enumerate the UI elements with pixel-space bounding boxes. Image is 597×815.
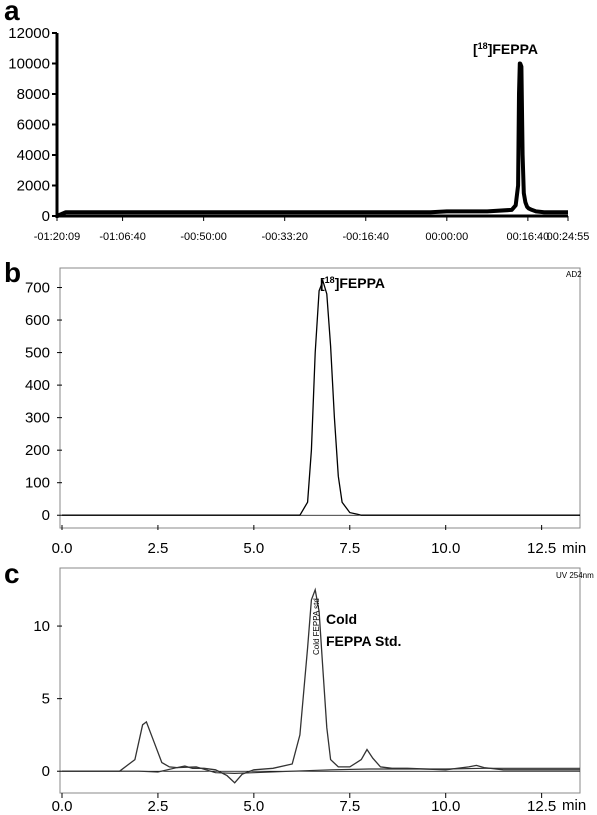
a-y-tick-label: 10000: [8, 56, 50, 73]
b-x-tick-label: 10.0: [431, 540, 460, 557]
a-peak-label-sup: 18: [478, 41, 488, 51]
a-peak-label: [18]FEPPA: [473, 41, 538, 57]
a-y-tick-label: 12000: [8, 25, 50, 42]
a-x-tick-label: -00:33:20: [261, 231, 307, 243]
b-x-unit: min: [562, 540, 586, 557]
c-x-tick-label: 10.0: [431, 798, 460, 815]
b-y-tick-label: 600: [25, 312, 50, 329]
a-x-tick-label: -00:16:40: [343, 231, 389, 243]
b-x-tick-label: 0.0: [52, 540, 73, 557]
b-y-tick-label: 100: [25, 475, 50, 492]
c-peak-label-line2: FEPPA Std.: [326, 633, 401, 649]
b-x-tick-label: 12.5: [527, 540, 556, 557]
a-x-tick-label: 00:24:55: [547, 231, 590, 243]
c-x-unit: min: [562, 797, 586, 814]
a-y-tick-label: 0: [42, 208, 50, 225]
c-y-tick-label: 10: [33, 618, 50, 635]
a-series-line: [56, 61, 568, 218]
c-series-line-1: [62, 587, 580, 784]
a-y-tick-label: 4000: [17, 147, 50, 164]
c-series-line-2: [62, 766, 580, 775]
panel-a-label: a: [4, 0, 20, 26]
b-y-tick-label: 200: [25, 442, 50, 459]
b-y-tick-label: 500: [25, 345, 50, 362]
c-frame: [59, 567, 581, 794]
c-corner-label: UV 254nm: [556, 571, 594, 580]
b-y-tick-label: 400: [25, 377, 50, 394]
a-x-tick-label: -01:20:09: [34, 231, 80, 243]
b-y-tick-label: 0: [42, 507, 50, 524]
b-peak-label-main: FEPPA: [339, 275, 385, 291]
panel-b: 0 100 200 300 400 500 600 700 0.0 2.5 5.0 7.5 10.0 1…: [25, 267, 586, 557]
a-y-tick-label: 6000: [17, 117, 50, 134]
a-y-tick-label: 8000: [17, 86, 50, 103]
b-peak-label-sup: 18: [325, 275, 335, 285]
b-x-tick-label: 2.5: [147, 540, 168, 557]
c-peak-label-line1: Cold: [326, 611, 357, 627]
c-x-tick-label: 0.0: [52, 798, 73, 815]
b-series-line: [62, 278, 580, 516]
b-corner-label: AD2: [566, 270, 582, 279]
b-x-tick-label: 7.5: [339, 540, 360, 557]
panel-a: 0 2000 4000 6000 8000 10000 12000 -01:20:09 -01…: [8, 25, 589, 243]
c-rotated-peak-label: Cold FEPPA std: [312, 598, 321, 655]
a-x-tick-label: 00:16:40: [506, 231, 549, 243]
a-peak-label-main: FEPPA: [492, 41, 538, 57]
b-peak-label: [18]FEPPA: [320, 275, 385, 291]
c-x-tick-label: 12.5: [527, 798, 556, 815]
b-y-tick-label: 300: [25, 410, 50, 427]
b-x-tick-label: 5.0: [243, 540, 264, 557]
panel-c-label: c: [4, 558, 20, 589]
b-frame: [59, 267, 581, 529]
panel-c: 0 5 10 0.0 2.5 5.0 7.5 10.0 12.5 Cold FEPPA Std…: [33, 567, 594, 815]
panel-b-label: b: [4, 257, 21, 288]
a-y-tick-label: 2000: [17, 178, 50, 195]
c-x-tick-label: 5.0: [243, 798, 264, 815]
a-x-tick-label: -01:06:40: [99, 231, 145, 243]
c-y-tick-label: 5: [42, 691, 50, 708]
c-x-tick-label: 7.5: [339, 798, 360, 815]
b-y-tick-label: 700: [25, 280, 50, 297]
a-x-tick-label: 00:00:00: [425, 231, 468, 243]
c-y-tick-label: 0: [42, 763, 50, 780]
a-x-tick-label: -00:50:00: [180, 231, 226, 243]
c-x-tick-label: 2.5: [147, 798, 168, 815]
